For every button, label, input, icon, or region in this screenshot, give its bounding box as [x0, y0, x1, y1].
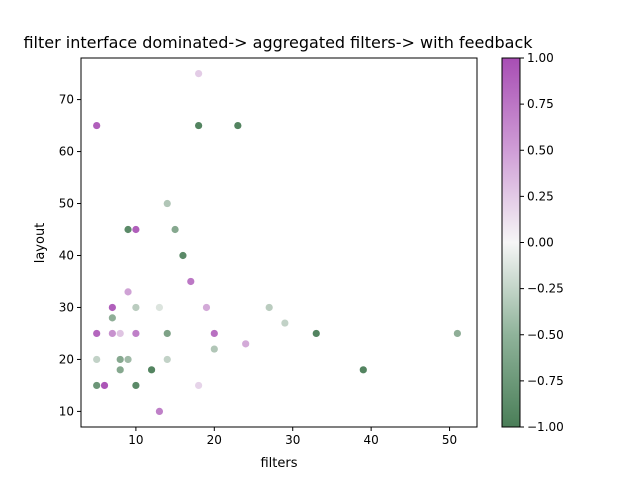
scatter-point [453, 329, 461, 338]
colorbar-tick-label: −1.00 [527, 420, 564, 434]
scatter-point [179, 251, 187, 260]
scatter-point [132, 303, 140, 312]
scatter-point [116, 355, 124, 364]
scatter-point [93, 381, 101, 390]
x-tick-label: 50 [442, 433, 457, 447]
x-axis-label: filters [260, 456, 297, 471]
scatter-point [210, 345, 218, 353]
scatter-point [359, 366, 367, 374]
scatter-point [210, 329, 218, 338]
scatter-point [155, 303, 164, 312]
scatter-point [202, 303, 211, 312]
scatter-point [132, 381, 140, 390]
colorbar-tick-label: −0.75 [527, 374, 564, 388]
colorbar-tick-label: −0.50 [527, 328, 564, 342]
scatter-point [124, 288, 132, 296]
scatter-point [195, 121, 203, 130]
x-tick-label: 40 [363, 433, 378, 447]
plot-frame [80, 57, 478, 428]
scatter-point [281, 319, 289, 327]
colorbar-tick-label: 0.25 [527, 189, 554, 203]
scatter-point [93, 121, 101, 130]
scatter-point [242, 340, 250, 348]
x-axis: 10 20 30 40 50 [128, 427, 457, 447]
scatter-point [93, 329, 101, 338]
scatter-point [124, 355, 132, 364]
scatter-point [195, 381, 203, 390]
x-tick-label: 30 [285, 433, 300, 447]
scatter-point [132, 225, 140, 234]
colorbar-tick-label: 1.00 [527, 51, 554, 65]
y-tick-label: 10 [59, 404, 74, 418]
scatter-point [108, 329, 116, 338]
colorbar-ticks: −1.00 −0.75 −0.50 −0.25 0.00 0.25 0.50 0.75 1.00 [520, 51, 564, 434]
y-tick-label: 20 [59, 352, 74, 366]
scatter-point [163, 199, 171, 208]
scatter-point [100, 381, 109, 390]
y-tick-label: 70 [59, 93, 74, 107]
colorbar-tick-label: −0.25 [527, 282, 564, 296]
scatter-point [163, 355, 171, 364]
scatter-point [155, 407, 164, 416]
y-tick-label: 40 [59, 248, 74, 262]
colorbar-tick-label: 0.75 [527, 97, 554, 111]
colorbar [501, 57, 521, 428]
colorbar-tick-label: 0.00 [527, 236, 554, 250]
scatter-point [187, 277, 195, 286]
chart-title: filter interface dominated-> aggregated … [23, 33, 533, 52]
scatter-point [234, 121, 242, 130]
scatter-point [195, 69, 203, 78]
scatter-point [108, 314, 116, 322]
scatter-point [108, 303, 116, 312]
y-tick-label: 30 [59, 300, 74, 314]
scatter-point [116, 366, 124, 374]
scatter-point [163, 329, 171, 338]
scatter-point [132, 329, 140, 338]
y-tick-label: 60 [59, 145, 74, 159]
y-tick-label: 50 [59, 197, 74, 211]
scatter-point [312, 329, 320, 338]
scatter-point [171, 225, 179, 234]
scatter-point [265, 303, 273, 312]
scatter-point [93, 355, 101, 364]
y-axis-label: layout [33, 223, 48, 264]
points-layer [93, 69, 461, 416]
scatter-point [124, 225, 132, 234]
x-tick-label: 20 [207, 433, 222, 447]
scatter-point [147, 366, 156, 374]
x-tick-label: 10 [128, 433, 143, 447]
scatter-point [116, 329, 124, 338]
colorbar-tick-label: 0.50 [527, 143, 554, 157]
y-axis: 10 20 30 40 50 60 70 [59, 93, 81, 418]
